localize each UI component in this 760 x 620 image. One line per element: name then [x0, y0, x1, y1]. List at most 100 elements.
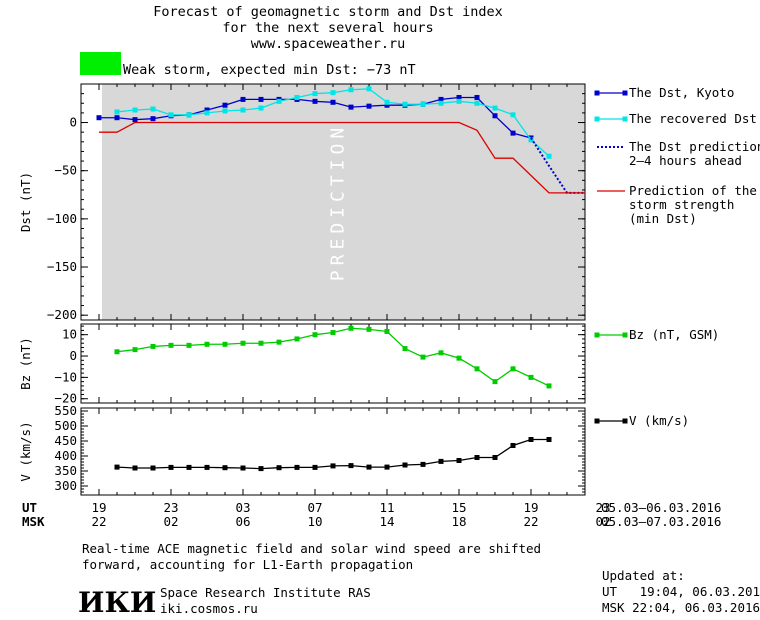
v-data-point	[474, 455, 480, 460]
dst-data-point	[276, 98, 282, 104]
v-data-point	[492, 455, 498, 460]
bz-data-point	[132, 347, 138, 353]
v-data-point	[420, 461, 426, 467]
dst-data-point	[456, 98, 462, 104]
dst-data-point	[312, 91, 318, 97]
bz-data-point	[384, 328, 390, 334]
dst-data-point	[492, 113, 498, 119]
ut-date-range: 05.03–06.03.2016	[601, 500, 721, 515]
legend-label: (min Dst)	[629, 211, 697, 226]
dst-data-point	[348, 104, 354, 110]
legend-label: V (km/s)	[629, 413, 689, 428]
institute-site: iki.cosmos.ru	[160, 601, 258, 616]
bz-data-point	[294, 336, 300, 342]
bz-data-point	[186, 342, 192, 348]
ut-tick-label: 03	[235, 500, 250, 515]
updated-msk: MSK 22:04, 06.03.2016	[602, 600, 760, 615]
msk-tick-label: 02	[163, 514, 178, 529]
v-data-point	[366, 464, 372, 470]
ut-tick-label: 11	[379, 500, 394, 515]
dst-y-tick-label: −200	[47, 307, 77, 322]
legend-label: The Dst prediction	[629, 139, 760, 154]
v-data-point	[258, 466, 264, 472]
dst-y-tick-label: −50	[54, 163, 77, 178]
bz-data-point	[330, 330, 336, 336]
legend-marker	[622, 418, 628, 424]
dst-data-point	[150, 106, 156, 112]
ut-tick-label: 07	[307, 500, 322, 515]
ut-tick-label: 15	[451, 500, 466, 515]
updated-label: Updated at:	[602, 568, 685, 583]
ut-axis-label: UT	[22, 500, 37, 515]
legend-label: Prediction of the	[629, 183, 757, 198]
dst-data-point	[258, 105, 264, 111]
bz-y-axis-label: Bz (nT)	[18, 337, 33, 390]
dst-series-line	[530, 137, 585, 194]
dst-data-point	[348, 87, 354, 93]
v-data-point	[168, 464, 174, 470]
ut-tick-label: 19	[523, 500, 538, 515]
bz-y-tick-label: 10	[62, 327, 77, 342]
prediction-label: PREDICTION	[328, 123, 349, 281]
v-data-point	[528, 437, 534, 442]
legend-marker	[594, 418, 600, 424]
bz-data-point	[528, 374, 534, 380]
dst-data-point	[114, 109, 120, 115]
bz-data-point	[348, 325, 354, 331]
legend-marker	[594, 116, 600, 122]
dst-data-point	[510, 130, 516, 136]
bz-data-point	[276, 339, 282, 345]
dst-data-point	[150, 116, 156, 122]
bz-data-point	[456, 355, 462, 361]
bz-data-point	[546, 383, 552, 389]
dst-data-point	[492, 105, 498, 111]
v-data-point	[222, 465, 228, 471]
v-y-axis-label: V (km/s)	[18, 421, 33, 481]
legend-label: 2–4 hours ahead	[629, 153, 742, 168]
status-text: Weak storm, expected min Dst: −73 nT	[123, 62, 416, 78]
bz-series-line	[116, 327, 550, 387]
v-data-point	[276, 465, 282, 471]
bz-data-point	[402, 346, 408, 352]
dst-data-point	[204, 110, 210, 116]
msk-tick-label: 10	[307, 514, 322, 529]
v-data-point	[456, 458, 462, 463]
ut-tick-label: 19	[91, 500, 106, 515]
ut-tick-label: 23	[595, 500, 610, 515]
bz-data-point	[150, 343, 156, 349]
v-y-tick-label: 350	[54, 463, 77, 478]
dst-data-point	[330, 99, 336, 105]
dst-data-point	[222, 102, 228, 108]
bz-panel: 10 0 −10 −20 Bz (nT)	[18, 323, 586, 406]
dst-data-point	[384, 99, 390, 105]
dst-data-point	[528, 137, 534, 143]
bz-data-point	[312, 332, 318, 338]
legend-label: Bz (nT, GSM)	[629, 327, 719, 342]
bz-y-tick-label: −20	[54, 391, 77, 406]
v-data-point	[438, 458, 444, 464]
bz-y-tick-label: −10	[54, 369, 77, 384]
v-data-point	[510, 443, 516, 448]
v-data-point	[114, 464, 120, 470]
bz-data-point	[510, 366, 516, 372]
dst-data-point	[186, 112, 192, 118]
dst-data-point	[240, 96, 246, 102]
legend-label: The Dst, Kyoto	[629, 85, 734, 100]
updated-ut: UT 19:04, 06.03.2016	[602, 584, 760, 599]
bz-data-point	[222, 341, 228, 347]
v-y-tick-label: 300	[54, 478, 77, 493]
v-data-point	[384, 464, 390, 470]
legend-marker	[622, 332, 628, 338]
dst-series-line	[99, 121, 585, 194]
v-data-point	[330, 463, 336, 469]
v-data-point	[186, 464, 192, 470]
dst-data-point	[438, 100, 444, 106]
msk-axis-label: MSK	[22, 514, 45, 529]
bz-data-point	[474, 366, 480, 372]
bz-data-point	[204, 341, 210, 347]
legend-label: storm strength	[629, 197, 734, 212]
msk-tick-label: 18	[451, 514, 466, 529]
